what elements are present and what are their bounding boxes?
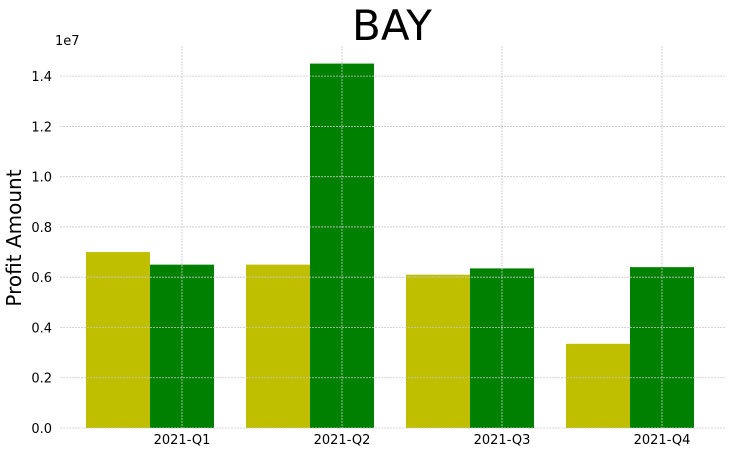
y-axis-label: Profit Amount [2,169,26,306]
y-axis-offset-label: 1e7 [55,34,80,49]
y-tick-label: 0.6 [31,271,52,286]
bar [246,264,310,428]
labels-layer: 0.0 0.2 0.4 0.6 0.8 1.0 1.2 1.4 2021-Q1 2021-Q2 20… [31,70,690,448]
bars-layer [86,63,694,429]
x-tick-label: 2021-Q2 [314,433,371,448]
bar [406,274,470,428]
bar [86,252,150,428]
x-tick-label: 2021-Q3 [474,433,531,448]
x-tick-label: 2021-Q1 [154,433,211,448]
y-tick-label: 1.4 [31,70,52,85]
y-tick-label: 0.8 [31,221,52,236]
y-tick-label: 0.4 [31,321,52,336]
grid-layer [60,46,726,429]
y-tick-label: 0.0 [31,422,52,437]
chart-title: BAY [352,1,432,50]
y-tick-label: 0.2 [31,372,52,387]
bar [566,343,630,428]
y-tick-label: 1.2 [31,120,52,135]
x-tick-label: 2021-Q4 [634,433,691,448]
y-tick-label: 1.0 [31,171,52,186]
